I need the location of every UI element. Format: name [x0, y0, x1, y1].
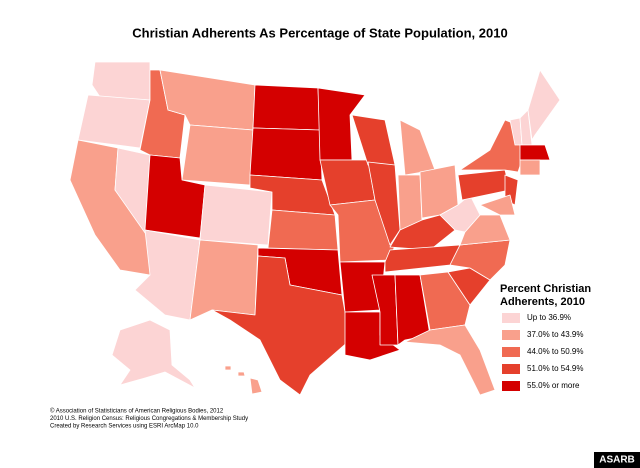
state	[237, 371, 246, 377]
legend-swatch	[502, 347, 520, 357]
watermark: ASARB	[599, 455, 635, 466]
state	[111, 319, 196, 389]
state	[249, 377, 263, 395]
legend-swatch	[502, 364, 520, 374]
state	[189, 239, 259, 321]
state	[319, 159, 376, 206]
state	[371, 274, 399, 346]
legend-label: 55.0% or more	[527, 381, 580, 390]
state	[519, 159, 541, 176]
state	[404, 324, 496, 396]
state	[211, 255, 351, 396]
state	[252, 84, 321, 131]
legend-swatch	[502, 381, 520, 391]
state	[317, 87, 366, 161]
footer-line: Created by Research Services using ESRI …	[50, 424, 199, 430]
state	[199, 184, 273, 246]
us-map	[69, 61, 561, 396]
legend-label: 44.0% to 50.9%	[527, 347, 583, 356]
state	[367, 161, 401, 246]
state	[527, 69, 561, 141]
legend-title: Adherents, 2010	[500, 296, 585, 308]
map-title: Christian Adherents As Percentage of Sta…	[132, 25, 507, 40]
footer-line: 2010 U.S. Religion Census: Religious Con…	[50, 416, 248, 422]
state	[181, 124, 254, 186]
state	[519, 144, 551, 161]
state	[224, 365, 232, 371]
state	[267, 209, 339, 251]
legend-label: 51.0% to 54.9%	[527, 364, 583, 373]
legend-swatch	[502, 313, 520, 323]
legend-title: Percent Christian	[500, 283, 591, 295]
legend-swatch	[502, 330, 520, 340]
state	[77, 94, 151, 149]
footer: © Association of Statisticians of Americ…	[50, 408, 248, 430]
footer-line: © Association of Statisticians of Americ…	[50, 408, 224, 415]
watermark-box	[594, 452, 640, 468]
legend-label: Up to 36.9%	[527, 313, 571, 322]
state	[91, 61, 151, 101]
state	[479, 194, 516, 216]
legend-label: 37.0% to 43.9%	[527, 330, 583, 339]
state	[249, 127, 323, 181]
